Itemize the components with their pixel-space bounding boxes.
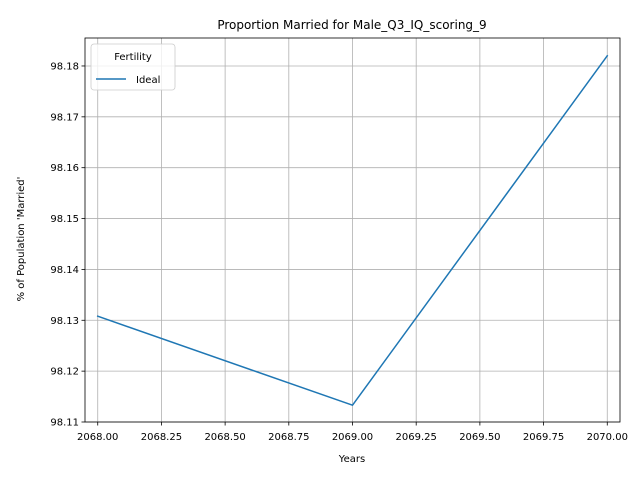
series-layer	[96, 54, 609, 406]
x-axis-ticks: 2068.00 2068.25 2068.50 2068.75 2069.00 2069.…	[77, 422, 628, 443]
legend: Fertility Ideal	[90, 43, 176, 91]
y-tick-label: 98.18	[50, 61, 79, 72]
y-tick-label: 98.15	[50, 214, 79, 225]
x-tick-label: 2068.75	[268, 432, 309, 443]
y-tick-label: 98.13	[50, 316, 79, 327]
x-tick-label: 2070.00	[587, 432, 628, 443]
x-axis-label: Years	[338, 454, 365, 465]
x-tick-label: 2069.50	[459, 432, 500, 443]
y-tick-label: 98.17	[50, 112, 79, 123]
legend-box	[90, 43, 176, 91]
series-line-ideal	[96, 54, 609, 406]
x-tick-label: 2069.00	[332, 432, 373, 443]
x-tick-label: 2068.25	[141, 432, 182, 443]
y-axis-ticks: 98.11 98.12 98.13 98.14 98.15 98.16 98.17 98.18	[50, 61, 85, 429]
y-tick-label: 98.14	[50, 265, 79, 276]
x-tick-label: 2068.00	[77, 432, 118, 443]
x-tick-label: 2068.50	[204, 432, 245, 443]
x-tick-label: 2069.75	[523, 432, 564, 443]
chart-title: Proportion Married for Male_Q3_IQ_scorin…	[217, 18, 486, 32]
legend-entry-ideal: Ideal	[136, 75, 160, 86]
y-tick-label: 98.12	[50, 367, 79, 378]
legend-title: Fertility	[114, 52, 152, 63]
y-tick-label: 98.16	[50, 163, 79, 174]
x-tick-label: 2069.25	[396, 432, 437, 443]
y-axis-label: % of Population 'Married'	[16, 177, 27, 302]
y-tick-label: 98.11	[50, 418, 79, 429]
